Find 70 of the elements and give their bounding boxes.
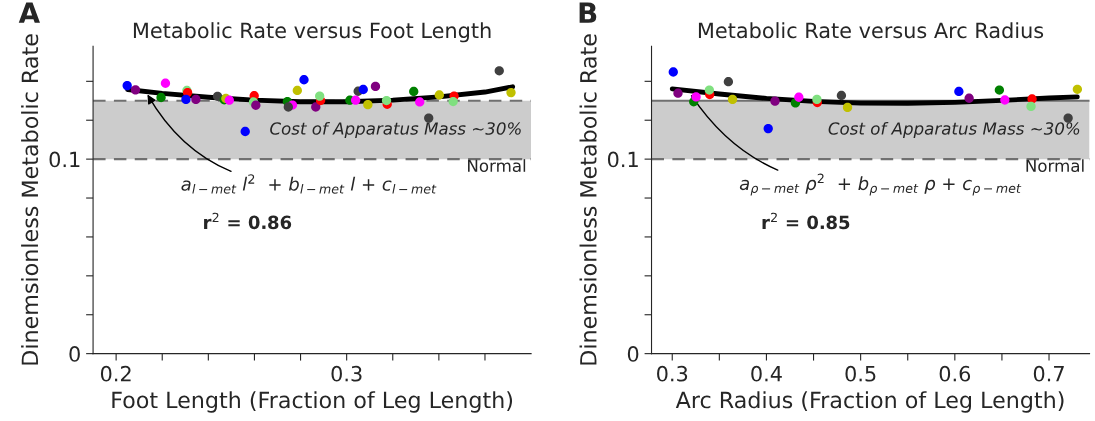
y-axis-title: Dinemsionless Metabolic Rate — [21, 34, 39, 365]
point — [299, 75, 309, 85]
x-tick-label: 0.2 — [100, 365, 131, 382]
band-label: Cost of Apparatus Mass ~30% — [828, 121, 1080, 139]
point — [160, 78, 171, 88]
y-axis-title: Dinemsionless Metabolic Rate — [579, 34, 597, 365]
x-tick-label: 0.6 — [939, 365, 971, 382]
chart-title: Metabolic Rate versus Arc Radius — [698, 22, 1044, 39]
x-tick-label: 0.7 — [1033, 365, 1064, 382]
x-axis-title: Arc Radius (Fraction of Leg Length) — [675, 391, 1064, 413]
y-tick-label: 0.1 — [607, 151, 638, 168]
point — [358, 84, 368, 95]
point — [311, 102, 321, 112]
point — [292, 85, 302, 96]
x-tick-label: 0.3 — [331, 365, 362, 382]
text: A — [18, 2, 40, 23]
point — [350, 95, 361, 105]
line-series — [669, 86, 1080, 106]
x-tick-label: 0.4 — [751, 365, 782, 382]
point — [1072, 84, 1083, 94]
point — [130, 85, 141, 95]
point — [424, 113, 434, 123]
point — [181, 94, 191, 105]
point — [191, 94, 201, 105]
ref-line-label: Normal — [468, 159, 526, 173]
x-tick-label: 0.3 — [657, 365, 688, 382]
point — [770, 96, 780, 106]
point — [836, 90, 847, 101]
point — [122, 80, 132, 91]
x-axis-title: Foot Length (Fraction of Leg Length) — [112, 391, 513, 413]
annotation: r$^{2}$ = 0.86 — [204, 212, 292, 230]
point — [1000, 95, 1010, 105]
point — [954, 86, 964, 97]
annotation: a$_{l−met}$ l$^{2}$ + b$_{l−met}$ l + c$_{l−met}$ — [181, 174, 437, 194]
annotation: a$_{ρ−met}$ ρ$^{2}$ + b$_{ρ−met}$ ρ + c$_{ρ−met}$ — [739, 173, 1022, 196]
point — [964, 93, 974, 103]
point — [363, 100, 373, 110]
y-tick-label: 0 — [69, 346, 80, 362]
point — [1027, 94, 1037, 104]
band-label: Cost of Apparatus Mass ~30% — [270, 121, 521, 139]
point — [409, 86, 419, 97]
point — [1063, 113, 1073, 123]
point — [370, 81, 381, 92]
point — [704, 85, 715, 95]
point — [727, 94, 738, 105]
point — [434, 90, 444, 100]
text: B — [579, 2, 597, 23]
point — [794, 92, 804, 102]
point — [506, 87, 516, 98]
point — [381, 95, 392, 106]
point — [494, 66, 504, 76]
point — [994, 85, 1005, 95]
point — [240, 126, 250, 137]
point — [763, 123, 773, 134]
point — [283, 102, 293, 112]
point — [156, 92, 166, 103]
point — [723, 77, 734, 87]
point — [668, 67, 678, 77]
point — [673, 88, 683, 98]
x-tick-label: 0.5 — [845, 365, 876, 382]
point — [315, 91, 325, 101]
point — [842, 102, 853, 113]
point — [1026, 101, 1036, 112]
point — [415, 97, 425, 107]
y-tick-label: 0 — [627, 346, 639, 362]
y-tick-label: 0.1 — [49, 151, 80, 168]
annotation: r$^{2}$ = 0.85 — [762, 212, 850, 230]
chart-title: Metabolic Rate versus Foot Length — [133, 22, 491, 43]
point — [448, 96, 458, 107]
ref-line-label: Normal — [1026, 159, 1084, 173]
